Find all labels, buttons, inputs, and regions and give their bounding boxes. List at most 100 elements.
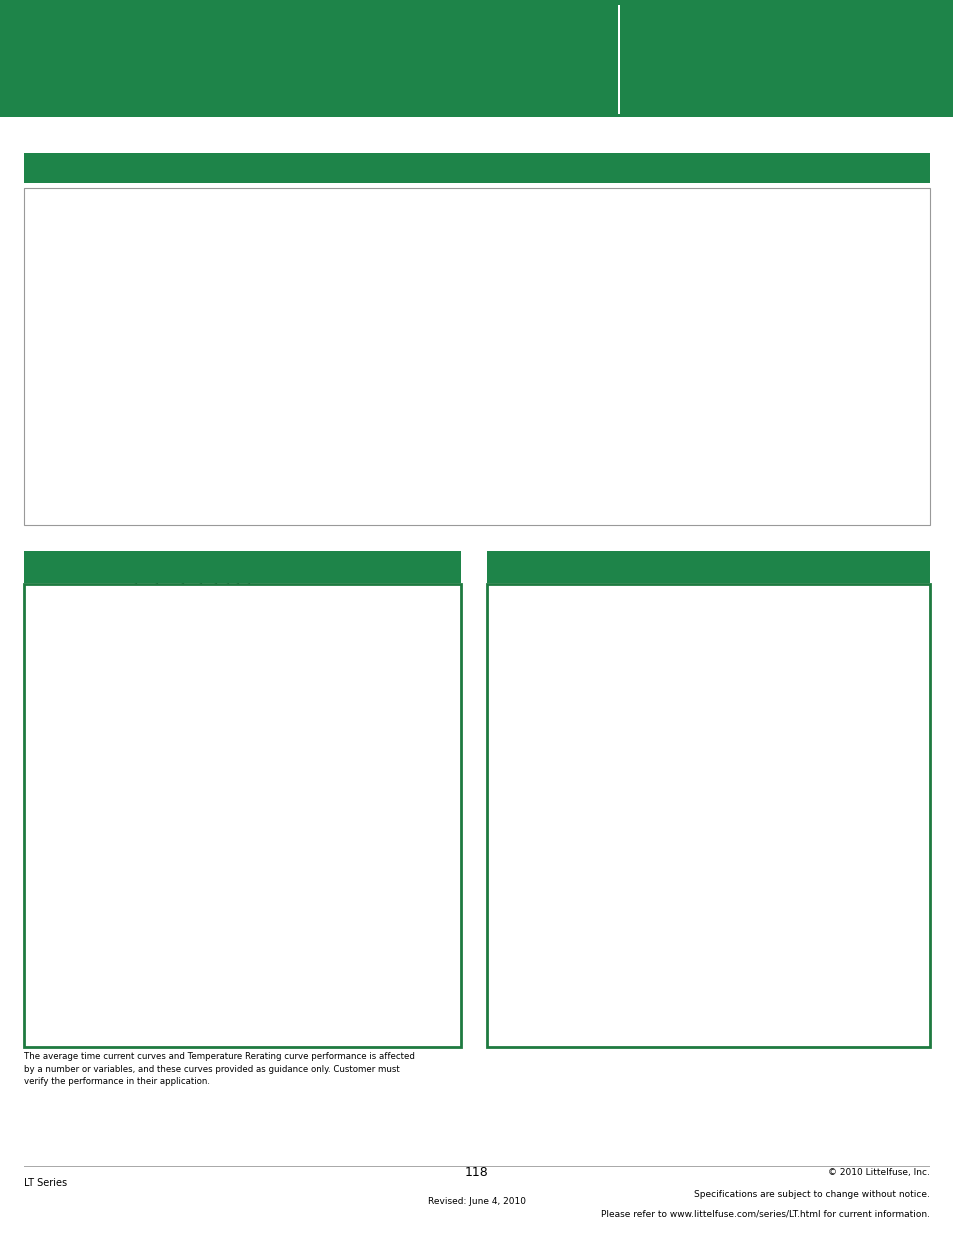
Text: 1.70: 1.70 <box>700 490 721 500</box>
Text: 3.32: 3.32 <box>174 431 196 441</box>
Text: 4.58: 4.58 <box>262 490 284 500</box>
Text: 20°C: 20°C <box>435 224 460 233</box>
Bar <box>24 306 929 326</box>
Text: 5.36: 5.36 <box>174 490 196 500</box>
Text: 1.09: 1.09 <box>262 272 283 282</box>
Text: 1.20: 1.20 <box>174 272 196 282</box>
Bar <box>24 267 929 287</box>
Text: 1.10: 1.10 <box>612 391 634 401</box>
Text: Ambient Operation Temperature: Ambient Operation Temperature <box>435 195 637 209</box>
Text: 1.86: 1.86 <box>174 331 196 341</box>
Bar <box>24 346 929 366</box>
Text: -40°C: -40°C <box>171 224 200 233</box>
Text: 0.85: 0.85 <box>350 272 371 282</box>
Text: 0.43: 0.43 <box>875 431 896 441</box>
Text: 40°C: 40°C <box>522 224 548 233</box>
Text: Please refer to www.littelfuse.com/series/LT.html for current information.: Please refer to www.littelfuse.com/serie… <box>600 1210 929 1219</box>
Text: 1.10: 1.10 <box>612 411 634 421</box>
Text: 0.28: 0.28 <box>787 291 809 301</box>
Text: 2.60: 2.60 <box>524 510 546 520</box>
Text: 0.71: 0.71 <box>875 490 896 500</box>
Text: 1.80: 1.80 <box>437 391 458 401</box>
Text: 4.00: 4.00 <box>350 510 371 520</box>
Y-axis label: Time in Seconds: Time in Seconds <box>34 748 48 857</box>
Bar <box>24 446 929 466</box>
Text: 1.69: 1.69 <box>612 451 634 461</box>
Text: Axial Lead Battery Strap Type  > LT Series: Axial Lead Battery Strap Type > LT Serie… <box>136 82 474 96</box>
Text: 1.00: 1.00 <box>437 311 458 321</box>
Text: 0.70: 0.70 <box>437 272 458 282</box>
Bar <box>24 242 141 267</box>
Text: 24LT100: 24LT100 <box>62 311 103 321</box>
Text: 5.52: 5.52 <box>174 510 196 520</box>
Text: 0.16: 0.16 <box>875 272 896 282</box>
Text: 0.23: 0.23 <box>875 351 896 361</box>
Text: 3.40 A: 3.40 A <box>235 578 256 603</box>
Bar <box>24 387 929 406</box>
Bar <box>24 505 929 525</box>
Text: 0.35: 0.35 <box>700 291 721 301</box>
Text: 1.40: 1.40 <box>350 331 371 341</box>
Text: 3.10: 3.10 <box>437 490 458 500</box>
Text: 0.90: 0.90 <box>700 411 721 421</box>
Text: Expertise Applied  |  Answers Delivered: Expertise Applied | Answers Delivered <box>677 86 855 96</box>
Text: 0.16: 0.16 <box>875 291 896 301</box>
Text: Revised: June 4, 2010: Revised: June 4, 2010 <box>428 1197 525 1207</box>
Bar <box>24 326 929 346</box>
Text: ⚡⚡  Littelfuse: ⚡⚡ Littelfuse <box>677 38 811 56</box>
Text: 1.09: 1.09 <box>262 291 283 301</box>
Text: 1.86: 1.86 <box>174 311 196 321</box>
Text: 1.25: 1.25 <box>612 431 634 441</box>
Text: Temperature Rerating Curve: Temperature Rerating Curve <box>495 561 695 573</box>
Text: 0.79: 0.79 <box>787 431 809 441</box>
Bar <box>24 287 929 306</box>
Text: 70°C: 70°C <box>785 224 811 233</box>
Text: 2.60: 2.60 <box>437 451 458 461</box>
Text: LT Series: LT Series <box>24 1178 67 1188</box>
Text: 24LT180: 24LT180 <box>62 370 103 382</box>
Bar <box>24 466 929 485</box>
Text: 50°C: 50°C <box>610 224 636 233</box>
Text: 2.68: 2.68 <box>262 411 284 421</box>
Text: 0.65: 0.65 <box>787 411 809 421</box>
Text: 1.90 A: 1.90 A <box>187 578 208 603</box>
Text: 1.80: 1.80 <box>437 370 458 382</box>
Text: 1.11: 1.11 <box>787 451 808 461</box>
Text: 1.60: 1.60 <box>262 331 283 341</box>
Text: 24LT190: 24LT190 <box>62 431 103 441</box>
Text: 0.50: 0.50 <box>524 291 546 301</box>
Text: 1.48: 1.48 <box>525 431 546 441</box>
Text: 60°C: 60°C <box>698 224 723 233</box>
Text: 2.20: 2.20 <box>350 391 371 401</box>
Text: 0.83: 0.83 <box>525 331 546 341</box>
Text: 1.80 A: 1.80 A <box>169 578 190 603</box>
Text: Part Number: Part Number <box>50 249 115 259</box>
Text: 24LT100SS: 24LT100SS <box>56 351 110 361</box>
Text: 1.10: 1.10 <box>612 370 634 382</box>
Text: 3.70: 3.70 <box>350 471 371 480</box>
Bar <box>24 485 929 505</box>
Text: 24LT100S: 24LT100S <box>59 331 106 341</box>
Text: 0.70: 0.70 <box>612 351 634 361</box>
Text: 2.24: 2.24 <box>612 510 634 520</box>
Text: The average time current curves and Temperature Rerating curve performance is af: The average time current curves and Temp… <box>24 1052 415 1087</box>
Text: 1.20: 1.20 <box>174 291 196 301</box>
Text: 85°C: 85°C <box>873 224 899 233</box>
Text: 0.44: 0.44 <box>787 331 808 341</box>
Text: 2.86: 2.86 <box>262 431 284 441</box>
Text: 2.68: 2.68 <box>262 370 284 382</box>
Text: 0.60: 0.60 <box>700 311 721 321</box>
Text: 0°C: 0°C <box>351 224 370 233</box>
Text: 0.78: 0.78 <box>875 510 896 520</box>
Text: 2.01: 2.01 <box>612 490 634 500</box>
Text: 0.80: 0.80 <box>525 311 546 321</box>
Text: 24LT180S: 24LT180S <box>59 391 106 401</box>
Text: LT: LT <box>411 622 425 636</box>
Text: 0.44: 0.44 <box>787 351 808 361</box>
Text: 0.60: 0.60 <box>875 451 896 461</box>
Text: 4.79: 4.79 <box>262 510 284 520</box>
Text: -20°C: -20°C <box>258 224 288 233</box>
X-axis label: Current in Amperes: Current in Amperes <box>196 1019 333 1032</box>
Text: 1.60: 1.60 <box>262 311 283 321</box>
Bar <box>24 406 929 426</box>
